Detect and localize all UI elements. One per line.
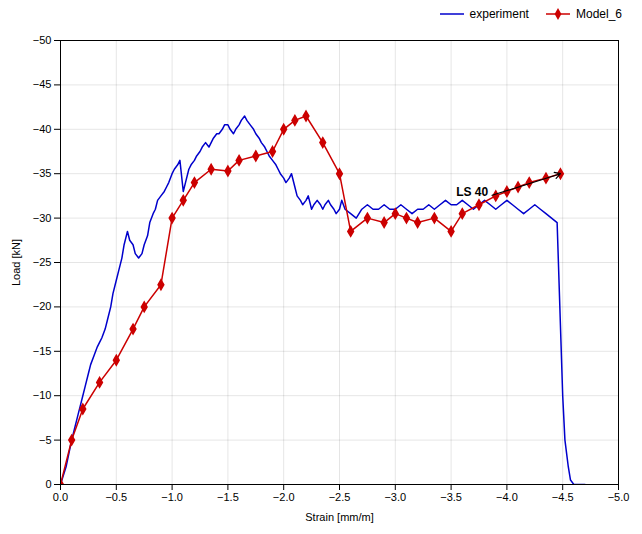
svg-text:0: 0 [45, 478, 51, 490]
svg-text:−0.5: −0.5 [105, 491, 127, 503]
html-text:Model_6: Model_6 [576, 7, 622, 21]
svg-text:−5: −5 [39, 434, 52, 446]
svg-text:−5.0: −5.0 [608, 491, 630, 503]
svg-text:−20: −20 [33, 300, 52, 312]
svg-text:−2.0: −2.0 [273, 491, 295, 503]
svg-text:Load [kN]: Load [kN] [10, 239, 22, 286]
svg-text:−1.0: −1.0 [161, 491, 183, 503]
svg-text:−4.5: −4.5 [552, 491, 574, 503]
svg-text:−40: −40 [33, 123, 52, 135]
svg-text:−3.0: −3.0 [384, 491, 406, 503]
svg-text:−4.0: −4.0 [496, 491, 518, 503]
html-text:experiment: experiment [469, 7, 529, 21]
svg-text:−45: −45 [33, 78, 52, 90]
svg-text:−1.5: −1.5 [217, 491, 239, 503]
svg-text:Strain [mm/m]: Strain [mm/m] [305, 511, 373, 523]
svg-text:−2.5: −2.5 [329, 491, 351, 503]
svg-text:−35: −35 [33, 167, 52, 179]
svg-text:−3.5: −3.5 [440, 491, 462, 503]
svg-text:−15: −15 [33, 345, 52, 357]
svg-text:−50: −50 [33, 34, 52, 46]
svg-text:LS 40: LS 40 [456, 185, 488, 199]
svg-text:0.0: 0.0 [53, 491, 68, 503]
svg-text:−30: −30 [33, 212, 52, 224]
svg-text:−25: −25 [33, 256, 52, 268]
svg-text:−10: −10 [33, 389, 52, 401]
